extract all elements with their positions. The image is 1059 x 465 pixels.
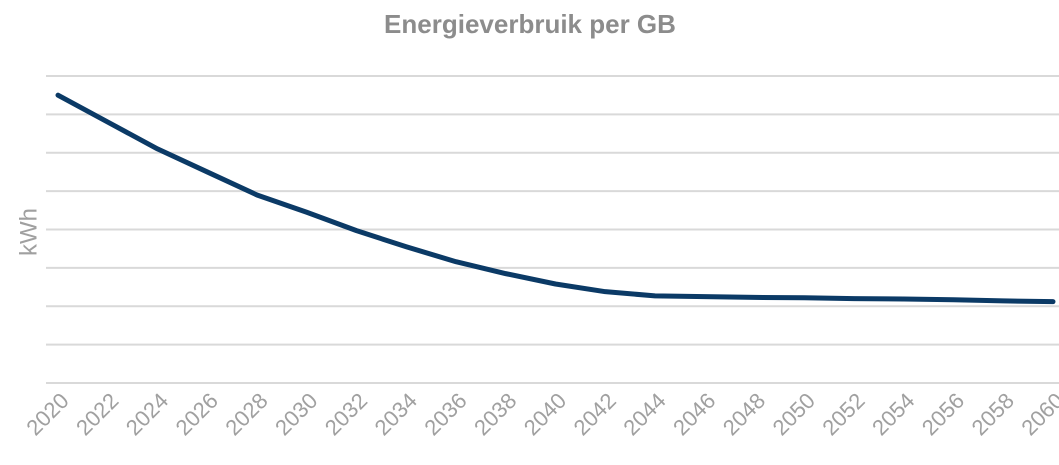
y-axis-label: kWh [15,208,42,256]
chart-title: Energieverbruik per GB [384,9,676,39]
x-tick-label: 2060 [1016,388,1059,440]
x-tick-label: 2052 [817,388,869,440]
x-tick-label: 2040 [519,388,571,440]
x-tick-label: 2032 [320,388,372,440]
x-tick-label: 2046 [668,388,720,440]
x-tick-label: 2050 [768,388,820,440]
x-tick-label: 2056 [917,388,969,440]
data-line [55,92,1056,305]
x-tick-label: 2034 [370,388,422,440]
x-tick-label: 2022 [71,388,123,440]
x-tick-label: 2048 [718,388,770,440]
x-tick-label: 2042 [569,388,621,440]
x-tick-label: 2054 [867,388,919,440]
x-tick-label: 2038 [469,388,521,440]
x-tick-label: 2030 [270,388,322,440]
x-tick-label: 2028 [220,388,272,440]
x-tick-label: 2026 [171,388,223,440]
x-tick-label: 2058 [967,388,1019,440]
x-tick-label: 2036 [419,388,471,440]
x-tick-label: 2044 [618,388,670,440]
x-tick-label: 2024 [121,388,173,440]
x-tick-label: 2020 [21,388,73,440]
